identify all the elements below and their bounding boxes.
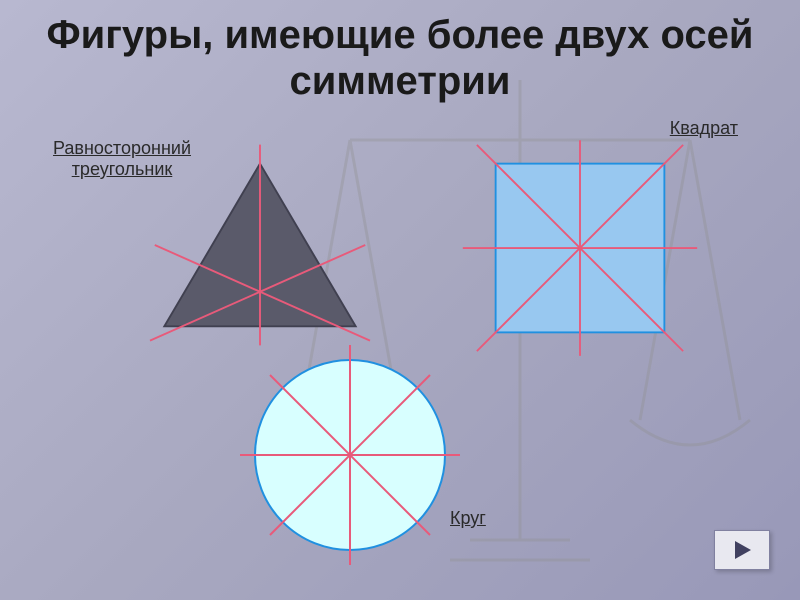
play-icon (731, 539, 753, 561)
next-slide-button[interactable] (714, 530, 770, 570)
page-title: Фигуры, имеющие более двух осей симметри… (0, 0, 800, 104)
figure-circle (220, 335, 480, 575)
figure-triangle (130, 135, 390, 355)
